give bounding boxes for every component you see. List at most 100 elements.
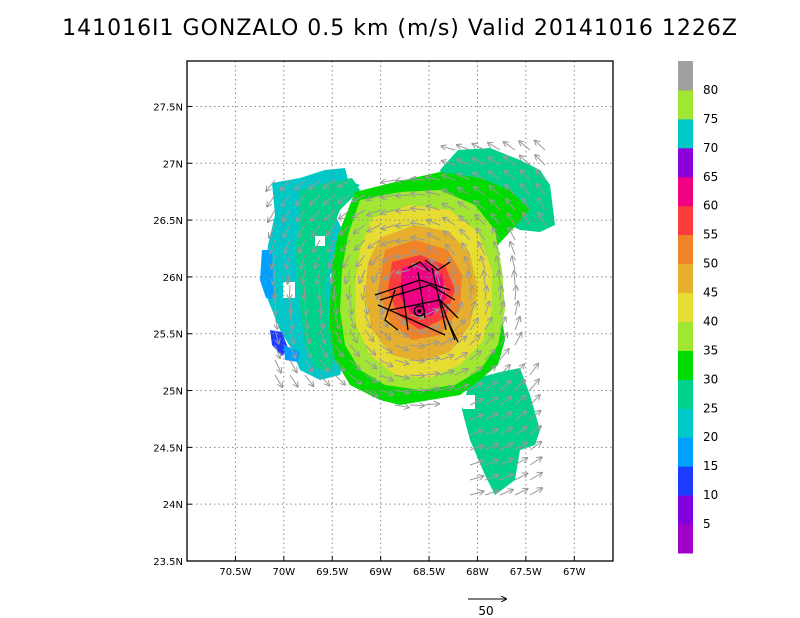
wind-vector bbox=[529, 364, 538, 376]
wind-vector bbox=[286, 254, 291, 268]
wind-vector bbox=[385, 269, 396, 279]
wind-vector bbox=[311, 209, 321, 221]
wind-vector bbox=[454, 369, 468, 376]
colorbar-swatch bbox=[678, 321, 693, 351]
wind-vector bbox=[381, 180, 396, 182]
wind-vector bbox=[411, 251, 426, 255]
wind-vector bbox=[335, 299, 336, 314]
colorbar-label: 75 bbox=[703, 112, 718, 126]
wind-vector bbox=[275, 329, 279, 344]
wind-vector bbox=[538, 198, 546, 211]
wind-vector bbox=[510, 242, 516, 256]
wind-vector bbox=[394, 344, 408, 350]
wind-vector bbox=[379, 389, 393, 395]
wind-vector bbox=[411, 237, 426, 240]
colorbar-label: 45 bbox=[703, 286, 718, 300]
colorbar-swatch bbox=[678, 205, 693, 236]
wind-vector bbox=[499, 412, 512, 421]
wind-vector bbox=[324, 179, 336, 188]
wind-vector bbox=[460, 230, 471, 241]
wind-vector bbox=[499, 349, 509, 361]
wind-vector bbox=[514, 489, 528, 496]
wind-vector bbox=[455, 286, 458, 301]
wind-vector bbox=[500, 286, 501, 301]
wind-vector bbox=[514, 396, 525, 406]
colorbar-swatch bbox=[678, 147, 693, 178]
wind-vector bbox=[439, 287, 444, 301]
wind-vector bbox=[489, 186, 501, 196]
wind-vector bbox=[379, 314, 388, 327]
data-gap bbox=[463, 395, 475, 409]
wind-vector bbox=[339, 209, 351, 219]
wind-vector bbox=[499, 428, 512, 436]
wind-vector bbox=[499, 317, 506, 331]
wind-vector bbox=[326, 224, 336, 236]
wind-vector bbox=[365, 299, 367, 314]
wind-vector bbox=[275, 299, 276, 314]
wind-vector bbox=[334, 374, 345, 385]
wind-vector bbox=[520, 156, 531, 166]
colorbar-swatch bbox=[678, 350, 693, 380]
wind-vector bbox=[536, 169, 546, 181]
wind-vector bbox=[381, 195, 396, 198]
storm-center-dot bbox=[417, 309, 422, 313]
wind-band-15-20-west bbox=[260, 250, 274, 300]
wind-vector bbox=[426, 192, 441, 195]
wind-vector bbox=[426, 177, 441, 180]
lon-tick-label: 70.5W bbox=[219, 567, 251, 578]
wind-vector bbox=[355, 239, 366, 250]
wind-vector bbox=[297, 209, 306, 221]
wind-vector bbox=[329, 254, 336, 268]
wind-vector bbox=[274, 284, 275, 299]
colorbar: 5 10 15 20 25 30 35 40 45 50 55 60 65 70 75 80 bbox=[678, 61, 718, 554]
wind-vector bbox=[281, 194, 291, 206]
wind-vector bbox=[312, 224, 321, 236]
wind-vector bbox=[484, 350, 495, 361]
wind-vector bbox=[448, 258, 456, 271]
wind-vector bbox=[469, 491, 484, 495]
wind-vector bbox=[514, 411, 526, 421]
colorbar-label: 60 bbox=[703, 199, 718, 213]
wind-vector bbox=[484, 334, 493, 346]
wind-vector bbox=[382, 239, 396, 245]
wind-vector bbox=[319, 359, 328, 371]
wind-vector bbox=[491, 214, 501, 226]
wind-vector bbox=[301, 254, 306, 268]
lat-tick-label: 26.5N bbox=[153, 216, 183, 227]
wind-vector bbox=[469, 399, 483, 406]
wind-vector bbox=[454, 353, 467, 361]
wind-vector bbox=[473, 173, 486, 181]
wind-vector bbox=[424, 373, 439, 375]
wind-vector bbox=[514, 333, 522, 346]
wind-vector bbox=[484, 302, 489, 316]
wind-vector bbox=[346, 269, 351, 283]
wind-vector bbox=[490, 200, 501, 211]
wind-vector bbox=[522, 199, 531, 211]
colorbar-swatch bbox=[678, 61, 693, 91]
wind-vector bbox=[470, 286, 472, 301]
wind-vector bbox=[394, 390, 409, 393]
wind-vector bbox=[364, 389, 377, 396]
wind-vector bbox=[319, 374, 329, 386]
wind-vector bbox=[428, 247, 441, 256]
wind-vector bbox=[427, 206, 441, 211]
wind-vector bbox=[304, 344, 311, 358]
wind-vector bbox=[289, 359, 297, 372]
wind-vector bbox=[493, 228, 501, 241]
wind-vector bbox=[484, 475, 498, 481]
wind-vector bbox=[338, 194, 351, 203]
wind-vector bbox=[529, 395, 540, 406]
wind-vector bbox=[396, 180, 411, 181]
wind-vector bbox=[454, 303, 462, 316]
wind-vector bbox=[529, 457, 542, 466]
wind-vector bbox=[364, 374, 377, 382]
wind-vector bbox=[436, 272, 441, 286]
wind-vector bbox=[465, 257, 471, 271]
wind-vector bbox=[469, 414, 483, 421]
wind-vector bbox=[377, 284, 380, 299]
wind-vector bbox=[383, 254, 396, 262]
colorbar-label: 55 bbox=[703, 228, 718, 242]
colorbar-label: 80 bbox=[703, 83, 718, 97]
colorbar-swatch bbox=[678, 466, 693, 496]
wind-vector bbox=[500, 301, 504, 316]
